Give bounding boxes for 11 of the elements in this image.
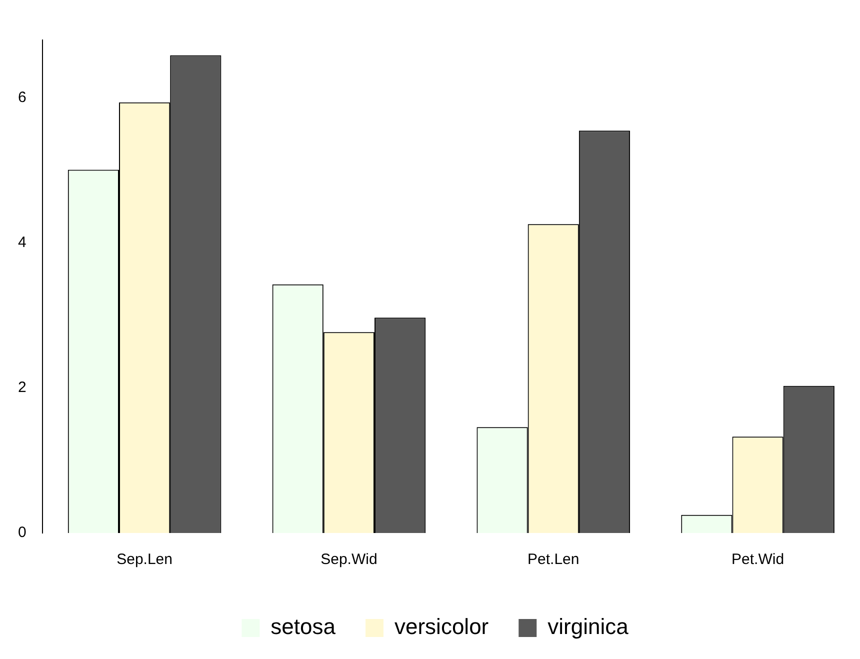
y-tick-label: 4 bbox=[18, 234, 26, 252]
x-tick-label: Sep.Wid bbox=[320, 551, 378, 568]
legend-label: virginica bbox=[548, 614, 630, 640]
x-tick-label: Sep.Len bbox=[116, 551, 172, 568]
x-tick-label: Pet.Wid bbox=[732, 551, 784, 568]
legend-label: versicolor bbox=[394, 614, 489, 640]
y-tick-label: 6 bbox=[18, 89, 26, 106]
x-tick-label: Pet.Len bbox=[528, 551, 580, 568]
y-tick-label: 2 bbox=[18, 379, 26, 396]
legend-label: setosa bbox=[270, 614, 336, 640]
y-tick-label: 0 bbox=[18, 524, 26, 542]
